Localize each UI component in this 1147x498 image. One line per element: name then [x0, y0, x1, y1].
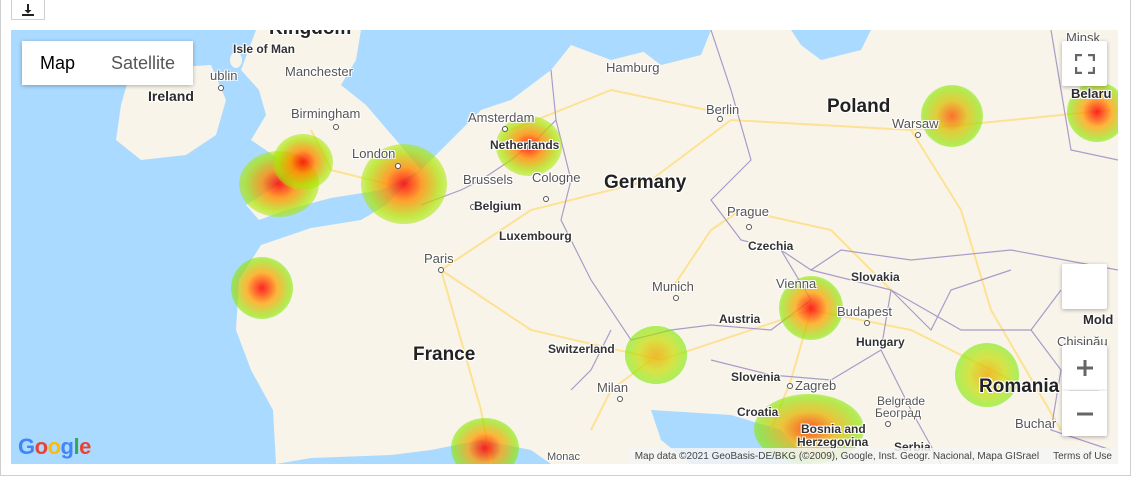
- label-ireland: Ireland: [148, 88, 194, 104]
- label-milan: Milan: [597, 380, 629, 395]
- label-belgium: Belgium: [474, 199, 522, 213]
- city-marker: [543, 196, 549, 202]
- label-london: London: [352, 146, 396, 161]
- label-slovakia: Slovakia: [851, 270, 900, 284]
- label-moldova: Mold: [1083, 312, 1114, 327]
- label-belgrade: Belgrade: [877, 394, 926, 408]
- label-croatia: Croatia: [737, 405, 779, 419]
- map-type-satellite-button[interactable]: Satellite: [93, 41, 194, 85]
- label-hamburg: Hamburg: [606, 60, 660, 75]
- city-marker: [470, 204, 476, 210]
- plus-icon: [1076, 360, 1093, 376]
- city-marker: [438, 267, 444, 273]
- label-czechia: Czechia: [748, 239, 794, 253]
- city-marker: [717, 116, 723, 122]
- label-warsaw: Warsaw: [892, 116, 939, 131]
- label-poland: Poland: [827, 96, 891, 117]
- zoom-out-button[interactable]: [1062, 391, 1107, 436]
- zoom-in-button[interactable]: [1062, 345, 1107, 391]
- label-monaco: Monac: [547, 451, 581, 463]
- label-hungary: Hungary: [856, 335, 905, 349]
- map-attribution-text: Map data ©2021 GeoBasis-DE/BKG (©2009), …: [634, 450, 1040, 462]
- label-cologne: Cologne: [532, 170, 581, 185]
- city-marker: [502, 126, 508, 132]
- city-marker: [746, 224, 752, 230]
- city-marker: [617, 396, 623, 402]
- city-marker: [787, 383, 793, 389]
- label-birmingham: Birmingham: [291, 106, 361, 121]
- label-germany: Germany: [604, 172, 687, 193]
- city-marker: [864, 320, 870, 326]
- minus-icon: [1076, 412, 1093, 415]
- city-marker: [673, 295, 679, 301]
- fullscreen-button[interactable]: [1062, 41, 1107, 86]
- label-zagreb: Zagreb: [795, 378, 837, 393]
- label-slovenia: Slovenia: [731, 370, 781, 384]
- label-france: France: [413, 344, 476, 365]
- city-marker: [915, 132, 921, 138]
- city-marker: [333, 124, 339, 130]
- label-vienna: Vienna: [776, 276, 817, 291]
- zoom-divider: [1069, 390, 1099, 391]
- city-marker: [395, 163, 401, 169]
- label-netherlands: Netherlands: [490, 138, 560, 152]
- fullscreen-icon: [1074, 53, 1095, 74]
- map-type-control: Map Satellite: [22, 41, 194, 85]
- map-type-map-button[interactable]: Map: [22, 41, 94, 85]
- label-prague: Prague: [727, 204, 769, 219]
- google-logo: Google: [18, 434, 91, 459]
- label-isle-of-man: Isle of Man: [233, 42, 296, 56]
- label-belarus: Belaru: [1071, 86, 1112, 101]
- label-dublin: ublin: [210, 68, 238, 83]
- label-brussels: Brussels: [463, 172, 513, 187]
- label-herzegovina: Herzegovina: [797, 435, 869, 449]
- map-attribution-bar: Map data ©2021 GeoBasis-DE/BKG (©2009), …: [628, 448, 1118, 464]
- street-view-control[interactable]: [1062, 264, 1107, 309]
- label-paris: Paris: [424, 251, 454, 266]
- download-button[interactable]: [11, 0, 45, 20]
- city-marker: [218, 85, 224, 91]
- label-switzerland: Switzerland: [548, 342, 615, 356]
- label-budapest: Budapest: [837, 304, 892, 319]
- label-romania: Romania: [979, 376, 1060, 397]
- label-bosnia: Bosnia and: [801, 422, 866, 436]
- label-manchester: Manchester: [285, 64, 353, 79]
- terms-of-use-link[interactable]: Terms of Use: [1053, 450, 1112, 462]
- map-card: Kingdom Isle of Man ublin Ireland Manche…: [0, 0, 1131, 476]
- label-amsterdam: Amsterdam: [468, 110, 535, 125]
- label-luxembourg: Luxembourg: [499, 229, 572, 243]
- download-icon: [22, 3, 34, 16]
- label-belgrade-cyrillic: Београд: [875, 406, 921, 420]
- city-marker: [885, 421, 891, 427]
- map-canvas[interactable]: Kingdom Isle of Man ublin Ireland Manche…: [11, 30, 1118, 464]
- label-munich: Munich: [652, 279, 694, 294]
- label-kingdom: Kingdom: [269, 30, 351, 40]
- label-austria: Austria: [719, 312, 761, 326]
- label-berlin: Berlin: [706, 102, 740, 117]
- label-bucharest: Buchar: [1015, 416, 1057, 431]
